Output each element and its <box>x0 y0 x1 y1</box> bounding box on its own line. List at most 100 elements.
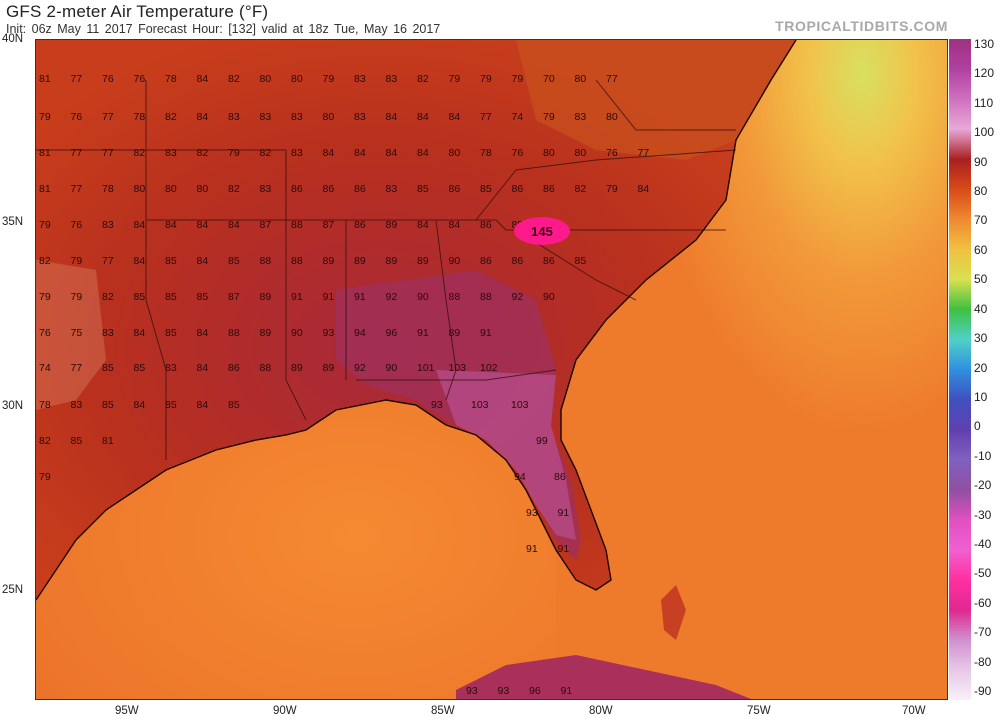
temperature-value: 96 <box>386 327 398 339</box>
temperature-value: 78 <box>39 399 51 411</box>
temperature-value: 82 <box>165 111 177 123</box>
temperature-value: 83 <box>260 183 272 195</box>
lon-label-75w: 75W <box>747 705 771 717</box>
temperature-value: 79 <box>480 73 492 85</box>
temperature-value: 78 <box>480 147 492 159</box>
temperature-value: 86 <box>512 255 524 267</box>
temperature-value: 86 <box>323 183 335 195</box>
colorbar-tick-label: -70 <box>974 625 992 640</box>
temperature-value: 86 <box>543 255 555 267</box>
temperature-value: 77 <box>102 111 114 123</box>
temperature-value: 86 <box>543 183 555 195</box>
temperature-value: 87 <box>228 291 240 303</box>
temperature-value: 80 <box>575 147 587 159</box>
temperature-value: 78 <box>134 111 146 123</box>
lon-label-90w: 90W <box>273 705 297 717</box>
temperature-value: 84 <box>354 147 366 159</box>
highlight-ellipse[interactable] <box>514 217 570 245</box>
temperature-value: 85 <box>417 183 429 195</box>
temperature-value: 103 <box>471 399 489 411</box>
temperature-value: 86 <box>449 183 461 195</box>
lon-label-95w: 95W <box>115 705 139 717</box>
temperature-value: 84 <box>449 111 461 123</box>
temperature-map[interactable]: 81 77 76 76 78 84 82 80 80 79 83 83 82 79 79 79 70 80 77 79… <box>35 39 948 700</box>
temperature-value: 82 <box>260 147 272 159</box>
temperature-value: 91 <box>558 507 570 519</box>
temperature-value: 83 <box>354 111 366 123</box>
temperature-value: 83 <box>354 73 366 85</box>
temperature-value: 80 <box>323 111 335 123</box>
colorbar-tick-label: -20 <box>974 478 992 493</box>
temperature-value: 103 <box>449 362 467 374</box>
temperature-value: 85 <box>575 255 587 267</box>
temperature-value: 80 <box>449 147 461 159</box>
temperature-value: 93 <box>526 507 538 519</box>
temperature-value: 77 <box>480 111 492 123</box>
temperature-value: 102 <box>480 362 498 374</box>
temperature-labels: 81 77 76 76 78 84 82 80 80 79 83 83 82 79 79 79 70 80 77 79… <box>39 73 649 697</box>
temperature-value: 87 <box>260 219 272 231</box>
temperature-value: 79 <box>512 73 524 85</box>
temperature-value: 76 <box>606 147 618 159</box>
temperature-value: 76 <box>102 73 114 85</box>
texas-cool-patch <box>36 260 106 410</box>
temperature-value: 77 <box>71 183 83 195</box>
temperature-value: 82 <box>134 147 146 159</box>
colorbar-tick-label: 10 <box>974 389 988 404</box>
temperature-value: 84 <box>228 219 240 231</box>
temperature-value: 86 <box>291 183 303 195</box>
temperature-value: 84 <box>197 399 209 411</box>
colorbar-tick-label: 100 <box>974 125 995 140</box>
temperature-value: 79 <box>228 147 240 159</box>
colorbar-tick-label: 110 <box>974 95 994 110</box>
colorbar-tick-label: -60 <box>974 595 992 610</box>
temperature-value: 86 <box>512 183 524 195</box>
lat-label-30n: 30N <box>2 400 24 412</box>
temperature-value: 84 <box>134 255 146 267</box>
temperature-value: 79 <box>39 471 51 483</box>
temperature-value: 89 <box>260 327 272 339</box>
temperature-value: 76 <box>39 327 51 339</box>
temperature-value: 82 <box>228 73 240 85</box>
temperature-value: 88 <box>291 219 303 231</box>
temperature-value: 85 <box>480 183 492 195</box>
temperature-value: 83 <box>165 362 177 374</box>
temperature-value: 91 <box>354 291 366 303</box>
temperature-value: 84 <box>165 219 177 231</box>
temperature-value: 76 <box>71 111 83 123</box>
temperature-value: 83 <box>102 219 114 231</box>
temperature-value: 89 <box>386 219 398 231</box>
temperature-value: 89 <box>417 255 429 267</box>
colorbar-tick-label: -30 <box>974 507 992 522</box>
temperature-value: 84 <box>197 362 209 374</box>
brand-label: TROPICALTIDBITS.COM <box>775 18 948 34</box>
temperature-value: 80 <box>260 73 272 85</box>
temperature-value: 79 <box>71 291 83 303</box>
lon-label-70w: 70W <box>902 705 926 717</box>
temperature-value: 84 <box>638 183 650 195</box>
temperature-value: 101 <box>417 362 435 374</box>
temperature-value: 86 <box>554 471 566 483</box>
temperature-value: 91 <box>417 327 429 339</box>
temperature-value: 83 <box>386 183 398 195</box>
temperature-value: 83 <box>71 399 83 411</box>
temperature-value: 85 <box>165 255 177 267</box>
temperature-value: 81 <box>39 183 51 195</box>
colorbar-tick-label: 0 <box>974 419 981 434</box>
colorbar-svg <box>949 39 971 700</box>
temperature-value: 93 <box>323 327 335 339</box>
colorbar-gradient <box>949 39 971 700</box>
temperature-value: 83 <box>291 147 303 159</box>
temperature-value: 82 <box>39 435 51 447</box>
temperature-value: 90 <box>449 255 461 267</box>
temperature-value: 85 <box>165 399 177 411</box>
temperature-value: 85 <box>165 327 177 339</box>
temperature-value: 82 <box>197 147 209 159</box>
colorbar-tick-label: 130 <box>974 37 995 51</box>
temperature-value: 83 <box>260 111 272 123</box>
colorbar-tick-label: -50 <box>974 566 992 581</box>
map-subtitle: Init: 06z May 11 2017 Forecast Hour: [13… <box>6 22 441 36</box>
temperature-value: 84 <box>134 219 146 231</box>
temperature-value: 86 <box>354 183 366 195</box>
temperature-value: 82 <box>102 291 114 303</box>
